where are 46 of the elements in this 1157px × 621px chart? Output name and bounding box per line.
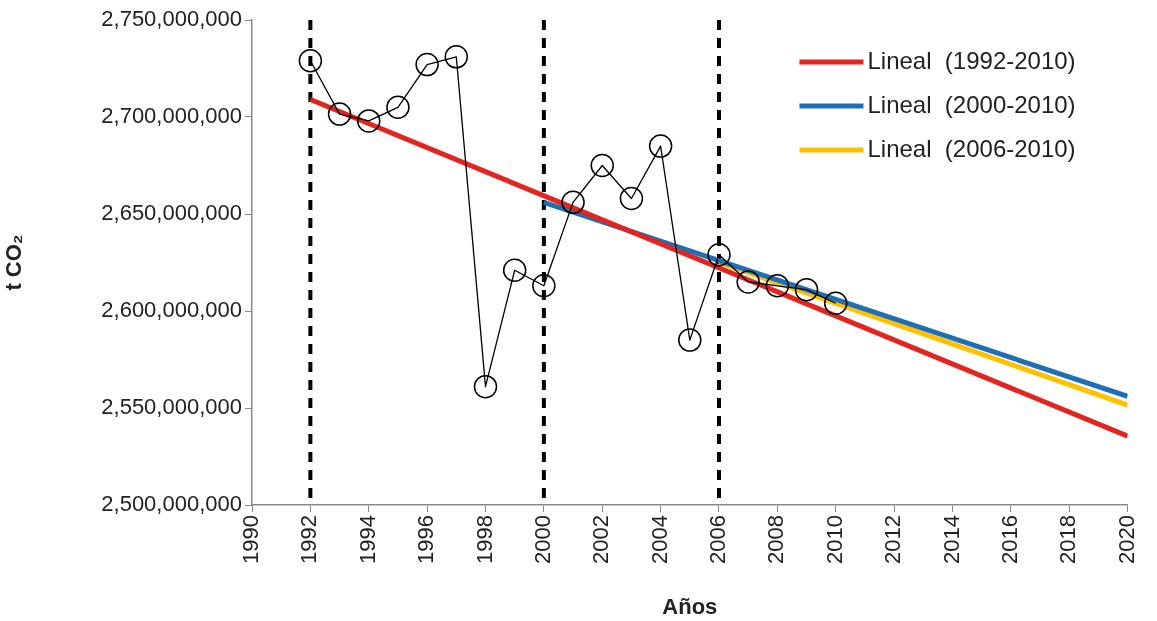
x-tick-label: 1990 — [238, 515, 264, 564]
point — [502, 258, 527, 283]
point — [298, 48, 323, 73]
legend-label: Lineal (2006-2010) — [867, 134, 1076, 162]
x-tick-label: 2002 — [588, 515, 614, 564]
point — [327, 102, 352, 126]
x-tick-label: 1992 — [296, 515, 322, 564]
point — [707, 242, 731, 267]
point — [823, 291, 848, 315]
y-tick-label: 2,700,000,000 — [101, 103, 242, 129]
y-tick-label: 2,750,000,000 — [101, 6, 242, 32]
y-axis-title: t CO₂ — [1, 234, 27, 291]
point — [678, 328, 702, 352]
point — [765, 274, 790, 298]
point — [619, 186, 644, 211]
point — [590, 153, 614, 178]
point — [473, 374, 498, 399]
point — [561, 190, 585, 215]
legend-label: Lineal (1992-2010) — [867, 46, 1076, 74]
x-tick-label: 2004 — [646, 515, 672, 564]
y-tick-label: 2,650,000,000 — [101, 200, 242, 226]
point — [736, 270, 760, 294]
x-tick-label: 2016 — [996, 515, 1022, 564]
point — [444, 45, 469, 69]
x-tick-label: 2020 — [1113, 515, 1139, 564]
x-tick-label: 1994 — [354, 515, 380, 564]
x-tick-label: 2000 — [529, 515, 555, 564]
point — [648, 134, 673, 158]
x-axis-title: Años — [662, 593, 718, 619]
x-tick-label: 2006 — [705, 515, 731, 564]
x-tick-label: 2012 — [880, 515, 906, 564]
y-tick-label: 2,550,000,000 — [101, 394, 242, 420]
y-tick-label: 2,500,000,000 — [101, 491, 242, 517]
x-tick-label: 1998 — [471, 515, 497, 564]
point — [532, 274, 556, 298]
x-tick-label: 2008 — [763, 515, 789, 564]
legend-label: Lineal (2000-2010) — [867, 90, 1076, 118]
x-tick-label: 2010 — [821, 515, 847, 564]
point — [415, 52, 439, 77]
x-tick-label: 1996 — [413, 515, 439, 564]
point — [386, 95, 410, 120]
x-tick-label: 2014 — [938, 515, 964, 564]
x-tick-label: 2018 — [1055, 515, 1081, 564]
point — [357, 109, 381, 133]
y-tick-label: 2,600,000,000 — [101, 297, 242, 323]
point — [794, 277, 819, 302]
